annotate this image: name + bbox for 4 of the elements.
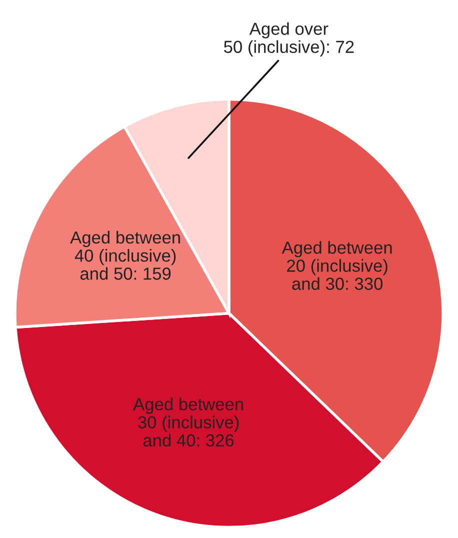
slice-label: Aged between 30 (inclusive) and 40: 326 — [133, 398, 243, 447]
slice-label: Aged over 50 (inclusive): 72 — [224, 22, 354, 56]
slice-label: Aged between 20 (inclusive) and 30: 330 — [282, 241, 392, 290]
slice-label: Aged between 40 (inclusive) and 50: 159 — [70, 230, 180, 280]
